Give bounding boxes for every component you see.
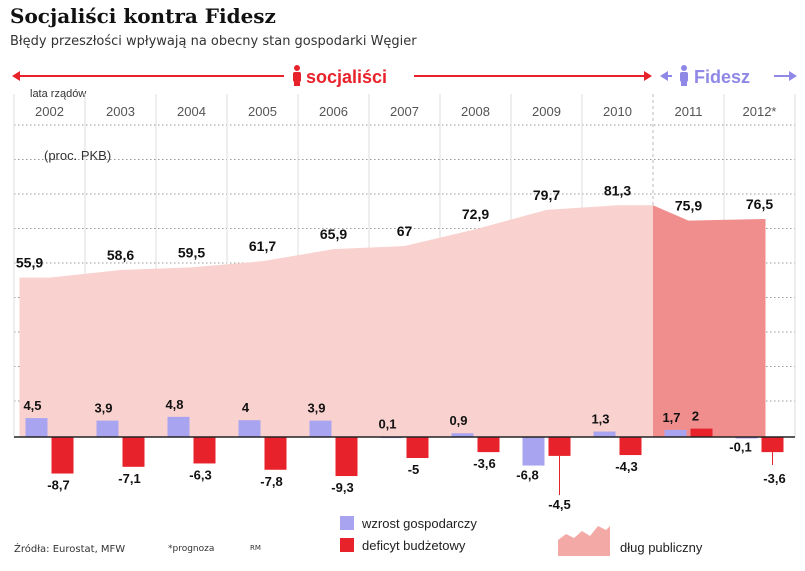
legend-debt-swatch	[558, 526, 610, 556]
year-label: 2004	[177, 104, 206, 119]
deficit-bar	[51, 437, 74, 474]
deficit-bar	[335, 437, 358, 477]
fidesz-arrow-right-head	[789, 71, 797, 81]
debt-value-label: 58,6	[107, 247, 134, 263]
forecast-note: *prognoza	[168, 544, 215, 554]
person-icon-socialists	[293, 65, 301, 86]
growth-bar	[96, 420, 119, 437]
fidesz-label-bg	[672, 64, 774, 88]
source-note: Źródła: Eurostat, MFW	[14, 544, 126, 555]
growth-bar	[522, 437, 545, 466]
debt-value-label: 79,7	[533, 187, 560, 203]
year-label: 2010	[603, 104, 632, 119]
deficit-bar	[761, 437, 784, 453]
growth-bar	[238, 420, 261, 437]
year-label: 2003	[106, 104, 135, 119]
debt-area-fidesz	[653, 205, 766, 437]
period-bar: socjaliści Fidesz	[12, 64, 797, 88]
legend-deficit-swatch	[340, 538, 354, 552]
deficit-value-label: 2	[692, 409, 699, 424]
growth-bar	[309, 420, 332, 437]
year-label: 2007	[390, 104, 419, 119]
growth-bar	[451, 433, 474, 437]
growth-value-label: 4,8	[165, 397, 183, 412]
growth-bar	[593, 431, 616, 437]
socialists-arrow-right-head	[644, 71, 652, 81]
growth-bar	[664, 429, 687, 437]
legend-growth-swatch	[340, 516, 354, 530]
legend: wzrost gospodarczy deficyt budżetowy dłu…	[340, 516, 703, 556]
growth-bar	[167, 416, 190, 437]
fidesz-arrow-left-head	[660, 71, 668, 81]
growth-value-label: 1,7	[662, 410, 680, 425]
growth-value-label: -6,8	[516, 468, 538, 483]
credit-note: RM	[250, 544, 261, 552]
socialists-label: socjaliści	[306, 67, 387, 87]
debt-value-label: 65,9	[320, 226, 347, 242]
growth-value-label: 0,9	[449, 413, 467, 428]
growth-bar	[25, 418, 48, 437]
deficit-value-label: -3,6	[473, 456, 495, 471]
deficit-bar	[264, 437, 287, 470]
deficit-bar	[193, 437, 216, 464]
chart-subtitle: Błędy przeszłości wpływają na obecny sta…	[10, 34, 417, 49]
deficit-value-label: -7,8	[260, 474, 282, 489]
year-label: 2006	[319, 104, 348, 119]
growth-value-label: 1,3	[591, 412, 609, 427]
debt-value-label: 55,9	[16, 255, 43, 271]
bar-series	[25, 416, 784, 477]
legend-debt-label: dług publiczny	[620, 540, 703, 555]
data-labels: 55,9 58,6 59,5 61,7 65,9 67 72,9 79,7 81,3 75,9 76…	[16, 182, 786, 512]
year-label: 2008	[461, 104, 490, 119]
socialists-label-bg	[284, 64, 414, 88]
year-label: 2009	[532, 104, 561, 119]
deficit-bar	[477, 437, 500, 453]
deficit-bar	[619, 437, 642, 456]
debt-value-label: 61,7	[249, 238, 276, 254]
growth-value-label: 3,9	[307, 401, 325, 416]
debt-area-socialists	[19, 205, 653, 437]
debt-value-label: 59,5	[178, 244, 205, 260]
growth-value-label: -0,1	[729, 439, 751, 454]
deficit-value-label: -8,7	[47, 478, 69, 493]
debt-value-label: 75,9	[675, 198, 702, 214]
deficit-bar	[548, 437, 571, 456]
growth-value-label: 4,5	[23, 398, 41, 413]
unit-label: (proc. PKB)	[44, 148, 111, 163]
deficit-bar	[122, 437, 145, 467]
year-label: 2011	[675, 104, 703, 119]
debt-value-label: 81,3	[604, 182, 631, 198]
growth-value-label: 3,9	[94, 401, 112, 416]
fidesz-label: Fidesz	[694, 67, 750, 87]
deficit-value-label: -6,3	[189, 467, 211, 482]
socialists-arrow-left-head	[12, 71, 20, 81]
debt-value-label: 67	[397, 223, 413, 239]
debt-area-series	[19, 205, 766, 437]
debt-value-label: 76,5	[746, 196, 773, 212]
deficit-value-label: -3,6	[763, 471, 785, 486]
year-label: 2012*	[743, 104, 777, 119]
chart-title: Socjaliści kontra Fidesz	[10, 4, 276, 28]
deficit-value-label: -7,1	[118, 471, 140, 486]
deficit-bar	[406, 437, 429, 458]
legend-deficit-label: deficyt budżetowy	[362, 538, 466, 553]
growth-value-label: 0,1	[378, 417, 396, 432]
person-icon-fidesz	[680, 65, 688, 86]
deficit-value-label: -5	[408, 462, 420, 477]
deficit-value-label: -4,3	[615, 459, 637, 474]
year-label: 2002	[35, 104, 64, 119]
year-tick-labels: 2002 2003 2004 2005 2006 2007 2008 2009 2010 2011…	[35, 104, 776, 119]
deficit-value-label: -4,5	[548, 497, 570, 512]
legend-growth-label: wzrost gospodarczy	[361, 516, 477, 531]
debt-value-label: 72,9	[462, 206, 489, 222]
year-label: 2005	[248, 104, 277, 119]
period-caption: lata rządów	[30, 88, 86, 100]
growth-value-label: 4	[242, 400, 250, 415]
deficit-value-label: -9,3	[331, 480, 353, 495]
deficit-bar	[690, 428, 713, 437]
